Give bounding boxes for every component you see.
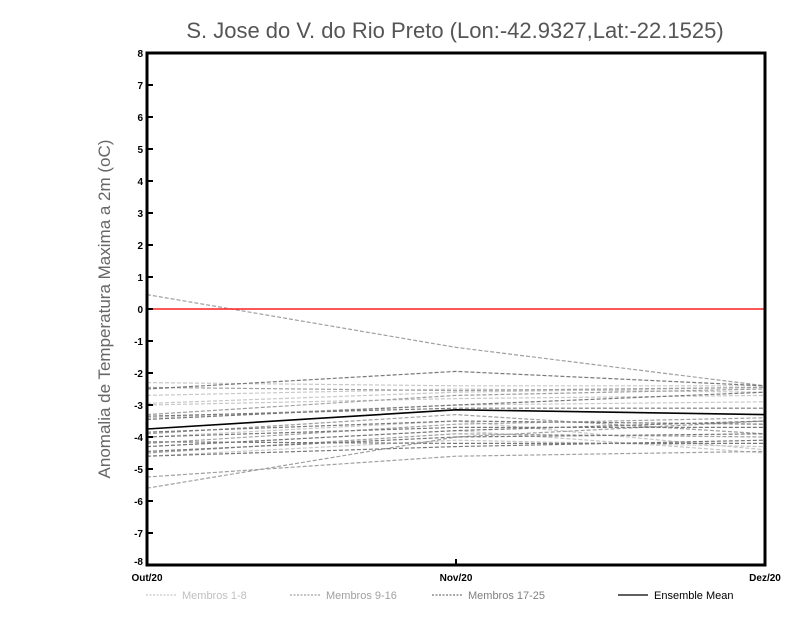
y-tick-label: 0 [137,305,143,316]
member-line [146,413,766,435]
y-tick-label: -2 [134,369,143,380]
member-line [146,426,765,438]
member-line [146,450,766,478]
member-line [146,386,766,404]
legend-label: Membros 17-25 [468,590,545,602]
member-line [146,407,765,417]
member-line [146,433,766,452]
y-tick-label: 1 [137,273,143,284]
member-line [146,394,766,406]
y-tick-label: 2 [137,241,143,252]
x-tick-label: Dez/20 [749,573,781,584]
member-line [146,441,765,444]
member-line [146,439,766,457]
legend-label: Ensemble Mean [654,590,734,602]
member-line [146,388,766,396]
member-line [146,388,766,416]
x-tick-label: Nov/20 [440,573,473,584]
y-tick-label: -3 [134,401,143,412]
member-line [146,439,766,457]
y-tick-label: -1 [134,337,143,348]
member-line [146,386,766,392]
member-line [146,370,766,390]
member-line [146,391,766,420]
member-line [146,417,766,444]
y-tick-label: -6 [134,497,143,508]
y-tick-label: -8 [134,557,143,568]
legend: Membros 1-8 Membros 9-16 Membros 17-25 Ense… [146,590,734,602]
y-tick-label: -5 [134,465,143,476]
ensemble-mean-line [146,408,766,430]
member-line [146,420,766,433]
legend-label: Membros 9-16 [326,590,397,602]
y-tick-label: 6 [137,113,143,124]
y-tick-label: 8 [137,49,143,60]
chart-title: S. Jose do V. do Rio Preto (Lon:-42.9327… [186,18,723,43]
y-tick-label: 3 [137,209,143,220]
member-line [146,294,766,387]
x-tick-label: Out/20 [131,573,163,584]
y-tick-label: -7 [134,529,143,540]
y-axis-label: Anomalia de Temperatura Maxima a 2m (oC) [95,140,114,479]
y-tick-label: 5 [137,145,143,156]
y-tick-label: -4 [134,433,143,444]
y-tick-label: 4 [137,177,143,188]
legend-label: Membros 1-8 [182,590,247,602]
y-tick-label: 7 [137,81,143,92]
member-line [146,420,766,448]
